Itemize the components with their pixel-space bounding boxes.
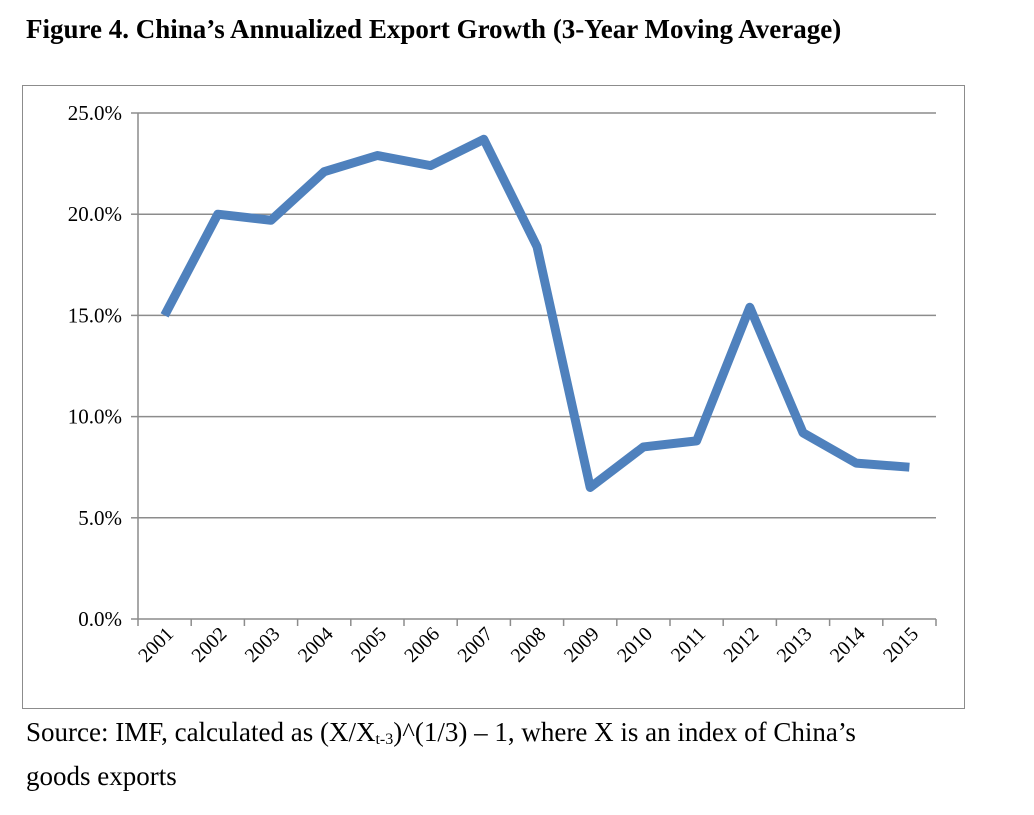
x-tick-label: 2001 xyxy=(134,623,178,667)
source-subscript: t-3 xyxy=(375,731,394,748)
x-tick-label: 2015 xyxy=(879,623,923,667)
x-tick-label: 2002 xyxy=(187,623,231,667)
y-tick-label: 0.0% xyxy=(78,607,122,631)
data-line xyxy=(160,134,910,492)
y-tick-label: 5.0% xyxy=(78,506,122,530)
source-text: Source: IMF, calculated as (X/X xyxy=(26,717,376,747)
x-tick-label: 2007 xyxy=(453,623,497,667)
source-note: Source: IMF, calculated as (X/Xt-3)^(1/3… xyxy=(26,714,926,795)
chart-frame xyxy=(22,85,965,709)
x-tick-label: 2009 xyxy=(560,623,604,667)
y-tick-label: 25.0% xyxy=(68,101,122,125)
source-text-rest: )^(1/3) – 1, where X is an index of Chin… xyxy=(26,717,856,791)
x-tick-label: 2010 xyxy=(613,623,657,667)
y-tick-label: 10.0% xyxy=(68,405,122,429)
x-tick-label: 2004 xyxy=(294,623,338,667)
y-tick-label: 20.0% xyxy=(68,202,122,226)
x-tick-label: 2005 xyxy=(347,623,391,667)
x-tick-label: 2011 xyxy=(667,623,710,666)
x-tick-label: 2006 xyxy=(400,623,444,667)
figure-title: Figure 4. China’s Annualized Export Grow… xyxy=(26,14,842,44)
x-tick-label: 2014 xyxy=(826,623,870,667)
x-tick-label: 2003 xyxy=(241,623,285,667)
x-tick-label: 2008 xyxy=(507,623,551,667)
x-tick-label: 2012 xyxy=(719,623,763,667)
x-tick-label: 2013 xyxy=(773,623,817,667)
y-tick-label: 15.0% xyxy=(68,303,122,327)
